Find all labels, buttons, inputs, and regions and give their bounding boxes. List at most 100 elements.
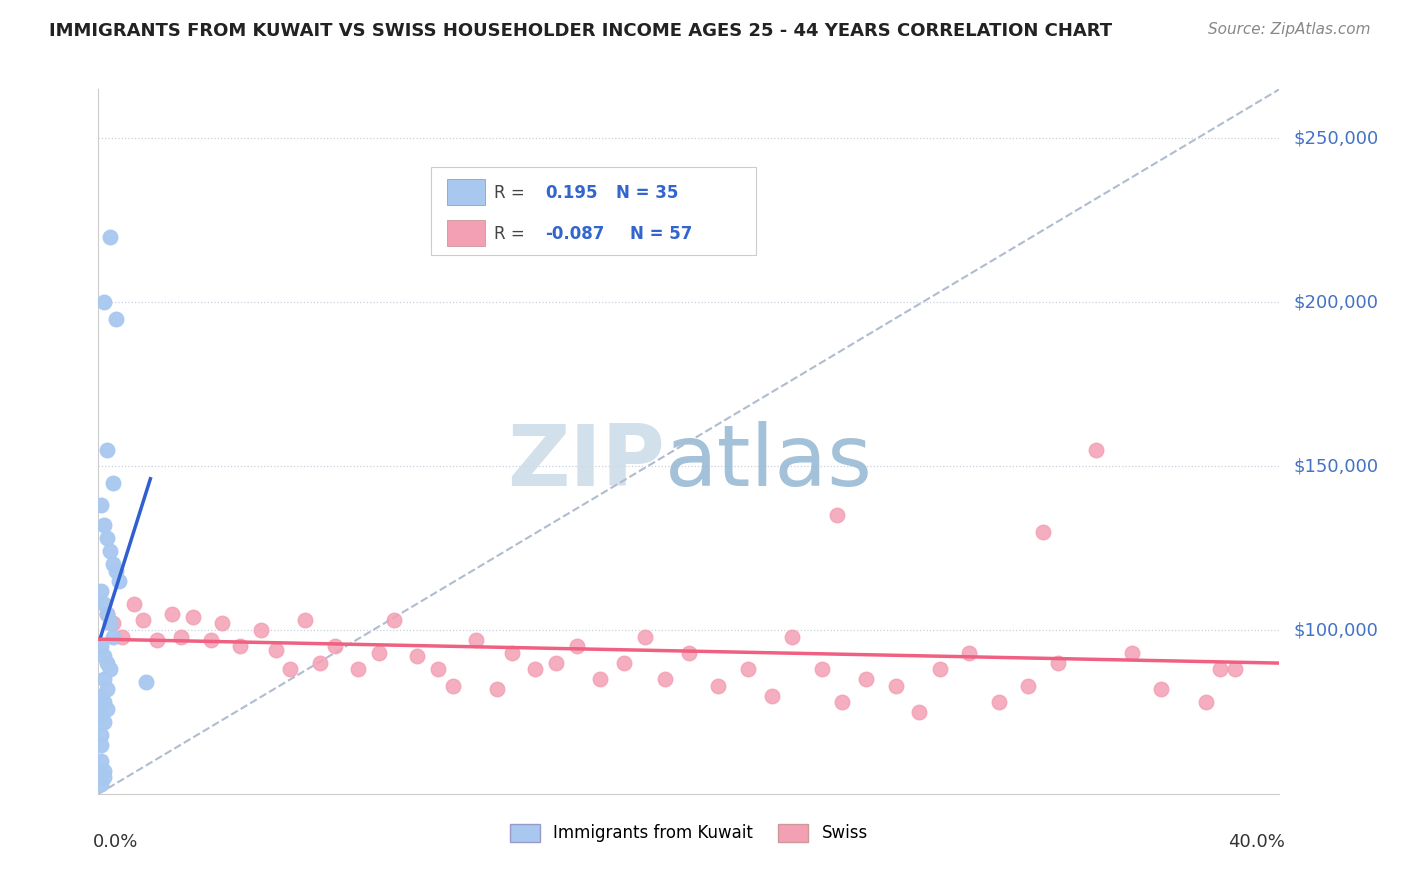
Point bbox=[486, 681, 509, 696]
Point bbox=[347, 662, 370, 676]
Point bbox=[96, 531, 118, 545]
Text: 40.0%: 40.0% bbox=[1229, 832, 1285, 851]
Point bbox=[90, 777, 112, 791]
Point bbox=[93, 771, 115, 785]
Point bbox=[162, 607, 183, 621]
Point bbox=[634, 630, 657, 644]
Point bbox=[707, 679, 730, 693]
Point bbox=[427, 662, 450, 676]
Point bbox=[825, 508, 848, 523]
Point bbox=[309, 656, 332, 670]
Point bbox=[211, 616, 233, 631]
FancyBboxPatch shape bbox=[447, 219, 485, 246]
Point bbox=[831, 695, 853, 709]
Point bbox=[98, 229, 121, 244]
Point bbox=[678, 646, 700, 660]
Point bbox=[90, 754, 112, 768]
Point bbox=[90, 499, 112, 513]
Point bbox=[103, 475, 125, 490]
Point bbox=[280, 662, 302, 676]
Text: $150,000: $150,000 bbox=[1294, 457, 1379, 475]
Point bbox=[565, 640, 588, 654]
Point bbox=[135, 675, 157, 690]
Point bbox=[132, 613, 155, 627]
Point bbox=[96, 607, 118, 621]
Point bbox=[98, 616, 121, 631]
Point bbox=[146, 632, 169, 647]
Point bbox=[103, 558, 125, 572]
Point bbox=[1121, 646, 1143, 660]
Text: -0.087: -0.087 bbox=[546, 225, 605, 243]
Point bbox=[96, 701, 118, 715]
Point bbox=[988, 695, 1011, 709]
Point bbox=[1032, 524, 1054, 539]
Text: 0.0%: 0.0% bbox=[93, 832, 138, 851]
Point bbox=[406, 649, 429, 664]
Point bbox=[96, 442, 118, 457]
Point bbox=[93, 714, 115, 729]
Point bbox=[546, 656, 568, 670]
Point bbox=[368, 646, 391, 660]
Text: 0.195: 0.195 bbox=[546, 184, 598, 202]
Point bbox=[103, 616, 125, 631]
Text: atlas: atlas bbox=[665, 421, 873, 504]
Point bbox=[93, 649, 115, 664]
Point bbox=[737, 662, 759, 676]
Point bbox=[1225, 662, 1247, 676]
Point bbox=[929, 662, 952, 676]
Point bbox=[501, 646, 523, 660]
Point bbox=[959, 646, 981, 660]
Text: ZIP: ZIP bbox=[508, 421, 665, 504]
Point bbox=[103, 630, 125, 644]
Point bbox=[1209, 662, 1232, 676]
Point bbox=[93, 295, 115, 310]
Point bbox=[229, 640, 252, 654]
Point bbox=[98, 662, 121, 676]
Point bbox=[96, 656, 118, 670]
Point bbox=[884, 679, 907, 693]
Point bbox=[264, 642, 287, 657]
Point bbox=[654, 672, 676, 686]
FancyBboxPatch shape bbox=[447, 178, 485, 205]
Legend: Immigrants from Kuwait, Swiss: Immigrants from Kuwait, Swiss bbox=[503, 817, 875, 849]
Point bbox=[90, 640, 112, 654]
Point bbox=[93, 672, 115, 686]
Point bbox=[90, 583, 112, 598]
Point bbox=[200, 632, 222, 647]
Point bbox=[105, 564, 128, 578]
Point bbox=[170, 630, 193, 644]
Point bbox=[108, 574, 131, 588]
Point bbox=[855, 672, 877, 686]
Text: $250,000: $250,000 bbox=[1294, 129, 1379, 147]
Point bbox=[93, 597, 115, 611]
Point bbox=[524, 662, 547, 676]
Point bbox=[761, 689, 783, 703]
Point bbox=[90, 708, 112, 723]
Point bbox=[105, 311, 128, 326]
Point bbox=[96, 681, 118, 696]
Point bbox=[90, 738, 112, 752]
Point bbox=[98, 544, 121, 558]
FancyBboxPatch shape bbox=[432, 167, 756, 255]
Point bbox=[122, 597, 145, 611]
Text: N = 57: N = 57 bbox=[630, 225, 692, 243]
Text: $200,000: $200,000 bbox=[1294, 293, 1379, 311]
Point bbox=[93, 764, 115, 778]
Text: IMMIGRANTS FROM KUWAIT VS SWISS HOUSEHOLDER INCOME AGES 25 - 44 YEARS CORRELATIO: IMMIGRANTS FROM KUWAIT VS SWISS HOUSEHOL… bbox=[49, 22, 1112, 40]
Point bbox=[90, 689, 112, 703]
Point bbox=[323, 640, 346, 654]
Text: N = 35: N = 35 bbox=[616, 184, 678, 202]
Text: R =: R = bbox=[494, 225, 530, 243]
Point bbox=[1018, 679, 1040, 693]
Point bbox=[465, 632, 488, 647]
Point bbox=[1195, 695, 1218, 709]
Point bbox=[1085, 442, 1108, 457]
Text: Source: ZipAtlas.com: Source: ZipAtlas.com bbox=[1208, 22, 1371, 37]
Point bbox=[90, 728, 112, 742]
Point bbox=[908, 705, 931, 719]
Point bbox=[181, 610, 204, 624]
Point bbox=[294, 613, 316, 627]
Point bbox=[382, 613, 405, 627]
Text: R =: R = bbox=[494, 184, 530, 202]
Point bbox=[613, 656, 636, 670]
